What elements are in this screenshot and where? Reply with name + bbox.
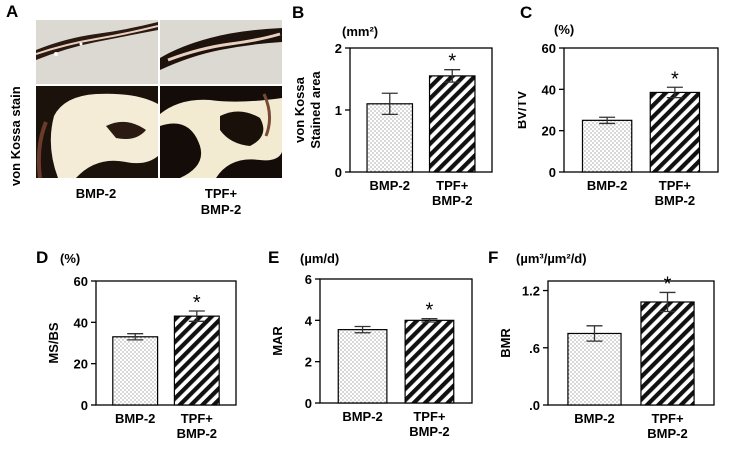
y-tick-label: 4 (305, 313, 313, 328)
category-label-line: BMP-2 (370, 178, 410, 193)
y-axis-label: MAR (270, 326, 285, 356)
significance-marker: * (448, 51, 456, 73)
y-axis-label-line: MS/BS (46, 322, 61, 364)
y-axis-label-line: MAR (270, 326, 285, 356)
category-label: BMP-2 (342, 409, 382, 424)
category-label: BMP-2 (115, 411, 155, 426)
category-label-line: BMP-2 (587, 178, 627, 193)
y-axis-label-line: BV/TV (518, 91, 529, 130)
bar-tpf-bmp2 (649, 91, 701, 173)
y-tick-label: 2 (305, 355, 312, 370)
panel-letter-b: B (292, 3, 304, 22)
y-tick-label: .0 (529, 398, 540, 413)
y-tick-label: 1.2 (522, 284, 540, 299)
y-tick-label: 20 (74, 357, 88, 372)
y-axis-label: MS/BS (46, 322, 61, 364)
category-label: BMP-2 (587, 178, 627, 193)
bar-tpf-bmp2 (404, 319, 455, 404)
y-axis-label-line: Stained area (308, 71, 323, 149)
category-label: TPF+ BMP-2 (409, 409, 449, 439)
micro-image-tpf-low (160, 20, 282, 84)
y-tick-label: 2 (335, 41, 342, 56)
panel-letter-f: F (488, 248, 498, 267)
y-tick-label: 20 (542, 124, 556, 139)
y-axis-label: BMR (498, 328, 513, 358)
panel-letter-c: C (520, 3, 532, 22)
y-tick-label: 0 (81, 398, 88, 413)
y-tick-label: 40 (74, 315, 88, 330)
y-tick-label: 0 (305, 396, 312, 411)
unit-label: (µm/d) (300, 251, 339, 266)
y-tick-label: 60 (542, 41, 556, 56)
bar-bmp2 (366, 103, 414, 173)
stain-label: von Kossa stain (8, 86, 23, 186)
plot-frame (95, 280, 237, 406)
plot-frame (563, 47, 719, 173)
micro-image-tpf-high (160, 86, 282, 178)
y-tick-label: 40 (542, 82, 556, 97)
plot-frame (547, 280, 715, 406)
y-tick-label: 6 (305, 272, 312, 287)
category-label-line: TPF+ (659, 178, 692, 193)
panel-letter-a: A (6, 2, 19, 21)
category-label-line: TPF+ (181, 411, 214, 426)
significance-marker: * (664, 273, 672, 295)
unit-label: (µm³/µm²/d) (516, 251, 587, 266)
micro-label-bmp2: BMP-2 (75, 186, 117, 201)
y-tick-label: 1 (335, 103, 342, 118)
y-axis-label-line: BMR (498, 328, 513, 358)
significance-marker: * (671, 68, 679, 90)
category-label-line: BMP-2 (177, 426, 217, 441)
y-axis-label-line: von Kossa (292, 76, 307, 143)
panel-letter-e: E (268, 248, 279, 267)
unit-label: (%) (554, 22, 574, 37)
y-axis-label: von KossaStained area (292, 71, 323, 149)
y-tick-label: 0 (549, 165, 556, 180)
category-label-line: BMP-2 (432, 193, 472, 208)
bar-bmp2 (567, 332, 622, 406)
y-tick-label: .6 (529, 341, 540, 356)
bar-bmp2 (581, 119, 633, 173)
y-tick-label: 0 (335, 165, 342, 180)
micro-label-tpf: TPF+ BMP-2 (200, 186, 242, 217)
category-label-line: TPF+ (436, 178, 469, 193)
category-label: TPF+ BMP-2 (655, 178, 695, 208)
y-tick-label: 60 (74, 274, 88, 289)
category-label: TPF+ BMP-2 (432, 178, 472, 208)
bar-tpf-bmp2 (173, 315, 220, 406)
significance-marker: * (193, 292, 201, 314)
bar-tpf-bmp2 (428, 75, 476, 173)
unit-label: (mm²) (342, 24, 378, 39)
category-label: BMP-2 (574, 411, 614, 426)
category-label: TPF+ BMP-2 (177, 411, 217, 441)
bar-bmp2 (337, 329, 388, 404)
plot-frame (319, 278, 473, 404)
category-label-line: BMP-2 (574, 411, 614, 426)
category-label-line: BMP-2 (409, 424, 449, 439)
micro-image-bmp2-low (36, 20, 158, 84)
micro-image-bmp2-high (36, 86, 158, 178)
unit-label: (%) (60, 251, 80, 266)
category-label: TPF+ BMP-2 (647, 411, 687, 441)
panel-letter-d: D (36, 248, 48, 267)
bar-tpf-bmp2 (640, 301, 695, 406)
bar-bmp2 (112, 336, 159, 406)
category-label-line: TPF+ (651, 411, 684, 426)
category-label-line: BMP-2 (655, 193, 695, 208)
significance-marker: * (426, 300, 434, 322)
category-label-line: BMP-2 (647, 426, 687, 441)
chart-b: B (mm²) 0 1 2 von KossaStained area BMP-2 * TPF+… (292, 3, 493, 208)
category-label: BMP-2 (370, 178, 410, 193)
category-label-line: BMP-2 (115, 411, 155, 426)
y-axis-label: BV/TV (518, 91, 529, 130)
category-label-line: TPF+ (413, 409, 446, 424)
category-label-line: BMP-2 (342, 409, 382, 424)
